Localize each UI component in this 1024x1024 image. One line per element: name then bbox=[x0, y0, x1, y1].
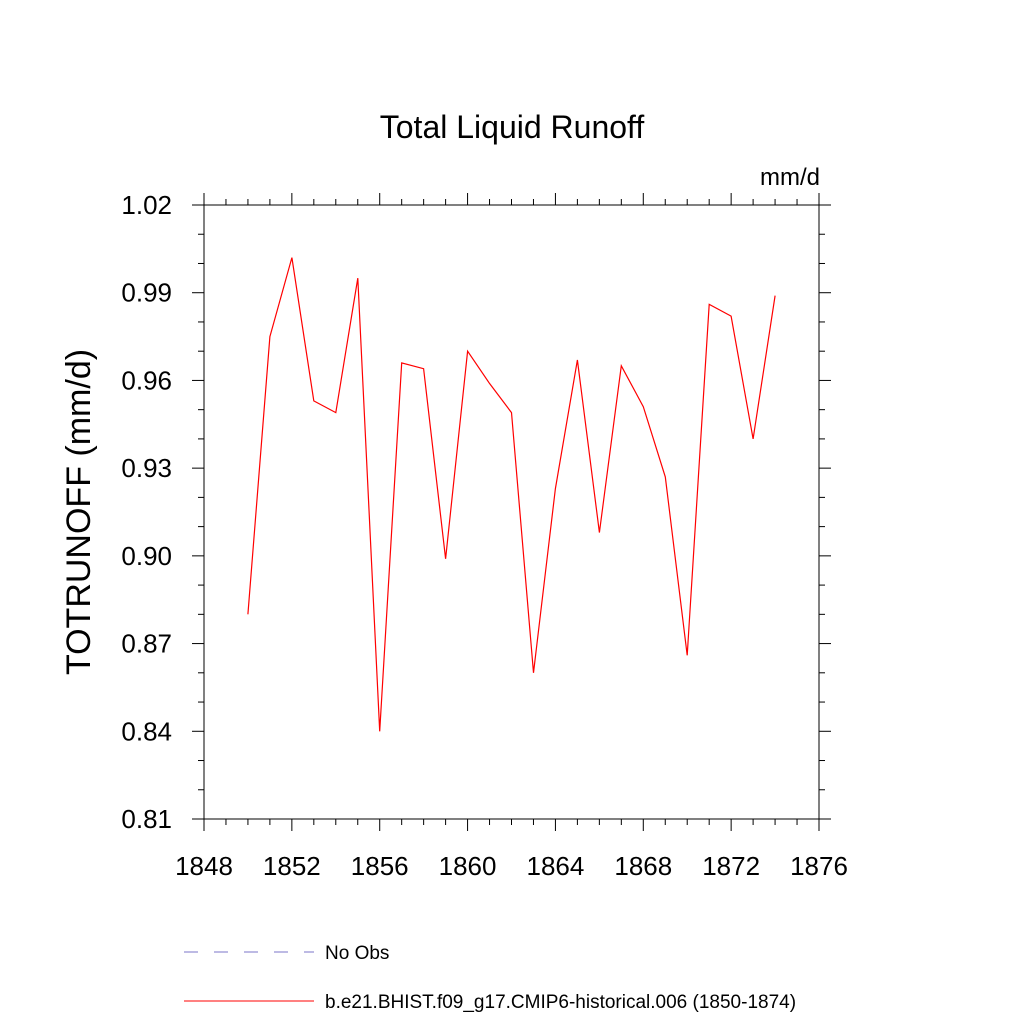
chart-title: Total Liquid Runoff bbox=[380, 109, 645, 145]
y-tick-label: 0.93 bbox=[121, 453, 172, 483]
y-tick-label: 0.81 bbox=[121, 804, 172, 834]
units-label: mm/d bbox=[760, 164, 820, 191]
series-line bbox=[247, 257, 776, 732]
legend: No Obs b.e21.BHIST.f09_g17.CMIP6-historic… bbox=[184, 943, 796, 1013]
y-tick-label: 0.96 bbox=[121, 365, 172, 395]
axes: 1848 1852 1856 1860 1864 1868 1872 1876 0.81 0.84… bbox=[121, 190, 848, 881]
x-tick-label: 1864 bbox=[527, 851, 585, 881]
plot-frame bbox=[203, 204, 820, 820]
y-tick-label: 0.99 bbox=[121, 278, 172, 308]
legend-label: No Obs bbox=[325, 943, 389, 964]
series-layer bbox=[247, 257, 776, 732]
x-tick-label: 1860 bbox=[439, 851, 497, 881]
y-axis-label: TOTRUNOFF (mm/d) bbox=[60, 349, 98, 675]
legend-label: b.e21.BHIST.f09_g17.CMIP6-historical.006… bbox=[325, 992, 796, 1013]
x-tick-label: 1848 bbox=[175, 851, 233, 881]
y-tick-label: 0.84 bbox=[121, 716, 172, 746]
x-tick-label: 1856 bbox=[351, 851, 409, 881]
x-tick-label: 1876 bbox=[790, 851, 848, 881]
x-tick-label: 1852 bbox=[263, 851, 321, 881]
y-tick-label: 0.87 bbox=[121, 629, 172, 659]
y-tick-label: 0.90 bbox=[121, 541, 172, 571]
y-tick-label: 1.02 bbox=[121, 190, 172, 220]
x-tick-label: 1872 bbox=[702, 851, 760, 881]
x-tick-label: 1868 bbox=[614, 851, 672, 881]
